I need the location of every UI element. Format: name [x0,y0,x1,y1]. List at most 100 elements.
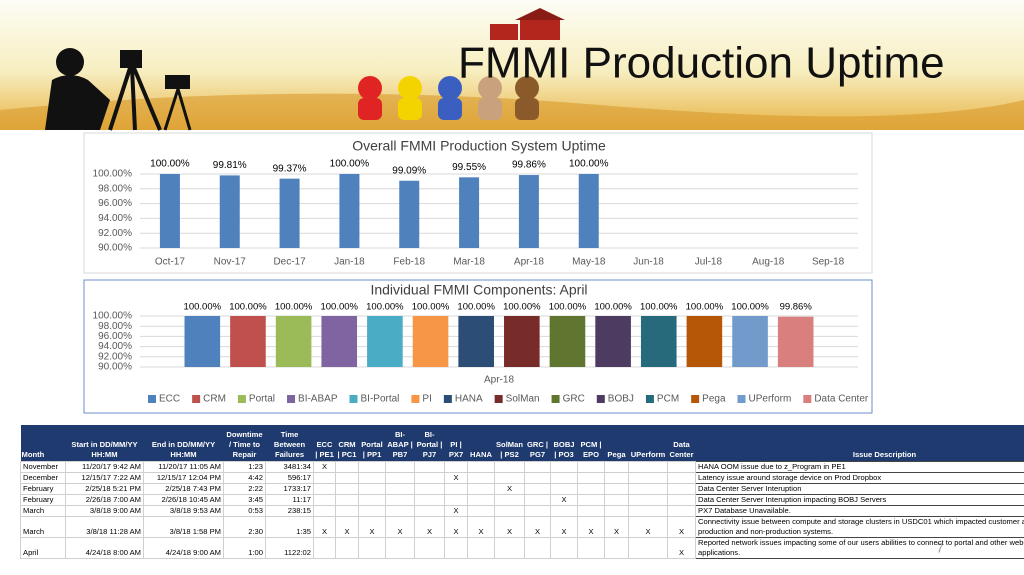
legend-label: HANA [455,394,483,405]
table-cell: March [20,505,66,517]
table-cell [667,461,696,473]
table-cell [550,483,578,495]
table-cell [667,505,696,517]
table-cell: 2/25/18 5:21 PM [65,483,144,495]
table-cell [414,505,445,517]
table-cell [467,505,495,517]
table-cell: 11/20/17 9:42 AM [65,461,144,473]
bar [219,175,240,248]
table-cell [494,461,525,473]
value-label: 100.00% [320,302,358,313]
bar [321,316,358,367]
x-tick-label: May-18 [572,257,606,268]
table-row: February 2/25/18 5:21 PM 2/25/18 7:43 PM 2:… [20,483,1024,495]
table-cell: X [444,472,468,484]
table-cell [524,537,551,559]
table-cell [577,483,605,495]
y-tick-label: 92.00% [98,351,132,362]
barn [490,8,565,40]
table-cell [604,461,629,473]
table-cell: X [335,516,359,538]
table-cell [577,537,605,559]
x-tick-label: Jun-18 [633,257,664,268]
table-cell [524,472,551,484]
table-cell: April [20,537,66,559]
table-cell: 3/8/18 9:53 AM [143,505,224,517]
chart-title: Overall FMMI Production System Uptime [352,138,606,154]
column-header: Data Center [667,425,696,462]
table-cell [385,494,415,506]
bar [640,316,677,367]
value-label: 100.00% [594,302,632,313]
table-cell [467,494,495,506]
table-cell [313,505,336,517]
outage-table: Month Start in DD/MM/YY HH:MM End in DD/MM… [20,425,1024,559]
silhouette [45,48,192,131]
table-cell [667,472,696,484]
table-cell [494,505,525,517]
legend-label: Data Center [814,394,869,405]
table-cell [335,483,359,495]
value-label: 100.00% [503,302,541,313]
table-cell: 1:35 [265,516,314,538]
table-cell: X [444,516,468,538]
table-cell: X [467,516,495,538]
table-cell: X [577,516,605,538]
column-header: SolMan | PS2 [494,425,525,462]
table-cell: Data Center Server Interuption impacting… [695,494,1024,506]
table-cell [335,494,359,506]
column-header: Time Between Failures [265,425,314,462]
table-cell [628,472,668,484]
table-cell: 4/24/18 9:00 AM [143,537,224,559]
table-row: December 12/15/17 7:22 AM 12/15/17 12:04 P… [20,472,1024,484]
table-cell [467,461,495,473]
bar [777,316,814,367]
table-cell [313,537,336,559]
table-cell [358,537,386,559]
table-cell [524,461,551,473]
table-cell [358,483,386,495]
table-cell: 11:17 [265,494,314,506]
table-cell: 596:17 [265,472,314,484]
table-cell: 2/26/18 10:45 AM [143,494,224,506]
table-cell [628,494,668,506]
y-tick-label: 92.00% [98,228,132,239]
table-cell: 2/25/18 7:43 PM [143,483,224,495]
table-cell [335,472,359,484]
legend-swatch [803,395,812,403]
column-header: Start in DD/MM/YY HH:MM [65,425,144,462]
value-label: 100.00% [569,159,609,170]
table-cell: X [628,516,668,538]
table-cell: November [20,461,66,473]
table-cell: X [313,461,336,473]
legend-label: CRM [203,394,226,405]
table-cell [414,494,445,506]
x-tick-label: Apr-18 [514,257,544,268]
table-cell [577,505,605,517]
table-cell: 0:53 [223,505,266,517]
y-tick-label: 90.00% [98,362,132,373]
table-cell [628,461,668,473]
field [0,93,1024,130]
table-cell: X [667,537,696,559]
value-label: 100.00% [150,159,190,170]
legend-label: PI [422,394,431,405]
table-cell: X [358,516,386,538]
value-label: 99.09% [392,165,426,176]
table-cell [385,472,415,484]
value-label: 100.00% [412,302,450,313]
legend-swatch [237,395,246,403]
table-cell [335,461,359,473]
bar [686,316,723,367]
column-header: CRM | PC1 [335,425,359,462]
table-cell [577,472,605,484]
table-cell: PX7 Database Unavailable. [695,505,1024,517]
table-cell [494,494,525,506]
table-cell: 2/26/18 7:00 AM [65,494,144,506]
x-tick-label: Feb-18 [393,257,425,268]
value-label: 100.00% [640,302,678,313]
table-cell: 1122:02 [265,537,314,559]
legend-swatch [287,395,296,403]
table-cell [604,483,629,495]
